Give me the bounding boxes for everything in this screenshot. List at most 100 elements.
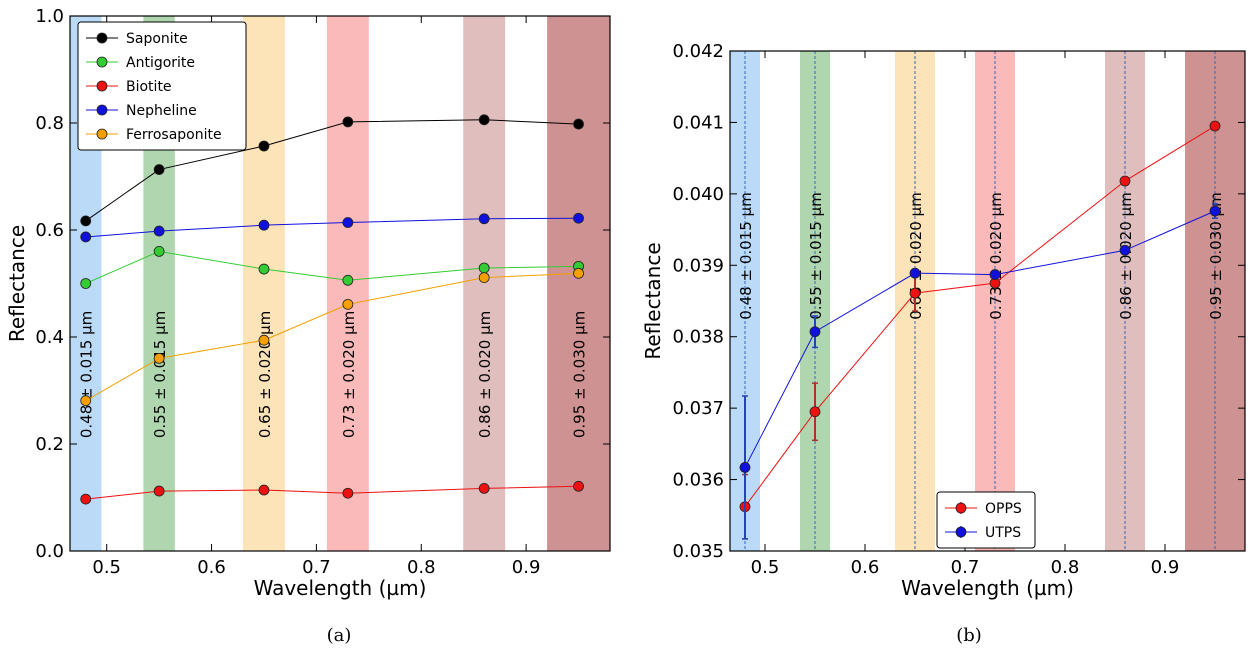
y-tick-label-3: 0.6	[35, 220, 64, 241]
point-nepheline-4	[478, 213, 490, 225]
x-tick-label-4: 0.9	[1151, 557, 1180, 578]
caption-a: (a)	[327, 625, 352, 646]
y-tick-label-3: 0.038	[672, 327, 724, 348]
series-line-nepheline	[85, 217, 579, 238]
point-opps-4	[1119, 175, 1131, 187]
point-nepheline-3	[342, 217, 354, 228]
plot-frame	[69, 15, 611, 552]
y-tick-label-5: 0.040	[672, 184, 724, 205]
y-tick-label-1: 0.036	[672, 470, 724, 491]
point-biotite-5	[573, 480, 584, 492]
band-label-3: 0.73 ± 0.020 µm	[987, 192, 1005, 319]
point-saponite-0	[80, 215, 92, 227]
point-biotite-0	[80, 493, 92, 505]
point-biotite-3	[342, 487, 354, 499]
point-utps-4	[1119, 244, 1131, 256]
legend-label-ferrosaponite: Ferrosaponite	[126, 127, 222, 143]
y-tick-label-6: 0.041	[672, 112, 724, 133]
band-label-2: 0.65 ± 0.020 µm	[907, 192, 925, 319]
point-utps-5	[1209, 205, 1221, 217]
point-opps-5	[1209, 120, 1221, 132]
point-saponite-4	[478, 114, 490, 126]
x-axis-label: Wavelength (µm)	[901, 576, 1074, 600]
point-ferrosaponite-2	[258, 334, 270, 346]
point-saponite-2	[258, 140, 270, 152]
legend-label-biotite: Biotite	[126, 79, 172, 95]
legend-marker-utps	[955, 526, 967, 538]
x-tick-label-0: 0.5	[751, 557, 780, 578]
x-axis-label: Wavelength (µm)	[254, 576, 427, 600]
point-opps-2	[909, 287, 921, 299]
y-tick-label-4: 0.039	[672, 255, 724, 276]
y-tick-label-2: 0.037	[672, 398, 724, 419]
point-saponite-3	[342, 116, 354, 128]
legend-label-antigorite: Antigorite	[126, 55, 195, 71]
legend-label-utps: UTPS	[985, 525, 1021, 541]
band-label-1: 0.55 ± 0.015 µm	[807, 192, 825, 319]
legend-marker-antigorite	[96, 56, 108, 68]
caption-b: (b)	[956, 625, 982, 646]
point-utps-3	[989, 269, 1001, 280]
y-tick-label-5: 1.0	[35, 6, 64, 27]
series-line-opps	[744, 125, 1216, 508]
legend: OPPS UTPS	[936, 491, 1036, 549]
legend-label-opps: OPPS	[985, 501, 1022, 517]
x-tick-label-2: 0.7	[302, 557, 331, 578]
point-nepheline-1	[153, 225, 165, 237]
point-biotite-4	[478, 483, 490, 494]
legend-label-nepheline: Nepheline	[126, 103, 197, 119]
band-5	[547, 16, 610, 551]
point-ferrosaponite-3	[342, 298, 354, 310]
point-biotite-2	[258, 484, 270, 496]
plot-frame	[729, 50, 1246, 552]
point-antigorite-4	[478, 262, 490, 274]
band-label-0: 0.48 ± 0.015 µm	[78, 311, 96, 438]
band-label-4: 0.86 ± 0.020 µm	[476, 311, 494, 438]
x-tick-label-2: 0.7	[951, 557, 980, 578]
point-nepheline-0	[80, 231, 92, 243]
point-nepheline-5	[573, 212, 584, 224]
band-label-1: 0.55 ± 0.015 µm	[151, 311, 169, 438]
point-opps-1	[809, 406, 821, 418]
point-utps-0	[739, 462, 751, 473]
point-utps-1	[809, 326, 821, 338]
series-line-saponite	[85, 119, 579, 222]
point-ferrosaponite-0	[80, 395, 92, 407]
y-tick-label-2: 0.4	[35, 327, 64, 348]
band-label-4: 0.86 ± 0.020 µm	[1117, 192, 1135, 319]
point-antigorite-1	[153, 245, 165, 257]
band-label-2: 0.65 ± 0.020 µm	[256, 311, 274, 438]
point-ferrosaponite-5	[573, 267, 584, 279]
legend-marker-ferrosaponite	[96, 128, 108, 140]
point-nepheline-2	[258, 219, 270, 231]
legend: Saponite Antigorite Biotite Nepheline Ferros…	[77, 21, 247, 151]
point-antigorite-2	[258, 263, 270, 275]
series-line-antigorite	[85, 250, 579, 284]
point-ferrosaponite-4	[478, 272, 490, 284]
band-label-5: 0.95 ± 0.030 µm	[1207, 192, 1225, 319]
point-utps-2	[909, 267, 921, 279]
y-tick-label-4: 0.8	[35, 113, 64, 134]
chart-panel-b: 0.48 ± 0.015 µm 0.55 ± 0.015 µm 0.65 ± 0.0…	[641, 41, 1246, 600]
point-biotite-1	[153, 485, 165, 497]
point-antigorite-3	[342, 274, 354, 286]
series-line-utps	[744, 210, 1216, 468]
point-ferrosaponite-1	[153, 352, 165, 364]
band-label-0: 0.48 ± 0.015 µm	[737, 192, 755, 319]
series-line-biotite	[85, 485, 579, 500]
x-tick-label-0: 0.5	[92, 557, 121, 578]
y-tick-label-0: 0.0	[35, 541, 64, 562]
y-tick-label-7: 0.042	[672, 41, 724, 62]
legend-marker-opps	[955, 502, 967, 514]
y-tick-label-1: 0.2	[35, 434, 64, 455]
y-axis-label: Reflectance	[5, 225, 29, 342]
band-label-3: 0.73 ± 0.020 µm	[340, 311, 358, 438]
legend-marker-nepheline	[96, 104, 108, 116]
x-tick-label-3: 0.8	[1051, 557, 1080, 578]
chart-panel-a: 0.48 ± 0.015 µm 0.55 ± 0.015 µm 0.65 ± 0.0…	[5, 6, 611, 600]
point-saponite-5	[573, 118, 584, 130]
band-2	[243, 16, 285, 551]
point-antigorite-0	[80, 278, 92, 289]
series-line-ferrosaponite	[85, 272, 579, 402]
